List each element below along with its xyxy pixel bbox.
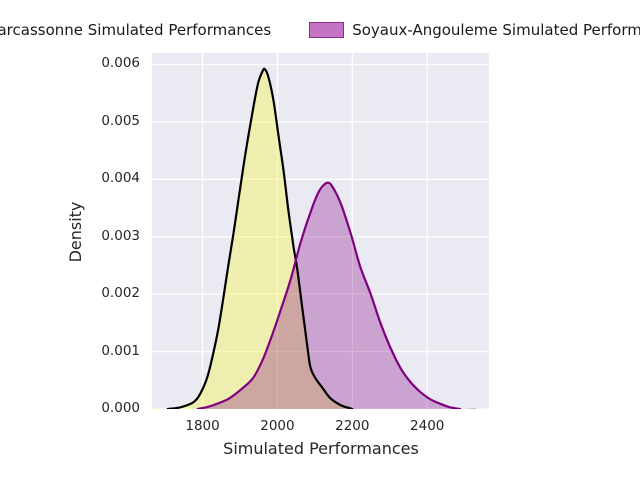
soyaux-angouleme-swatch-icon [309, 22, 345, 38]
gridlines [152, 53, 489, 410]
carcassonne-legend-label: Carcassonne Simulated Performances [0, 21, 272, 39]
legend-item-soyaux-angouleme: Soyaux-Angouleme Simulated Performances [309, 21, 640, 39]
carcassonne-density-fill [153, 68, 353, 409]
soyaux-angouleme-legend-label: Soyaux-Angouleme Simulated Performances [352, 21, 640, 39]
carcassonne-density-curve [166, 67, 354, 409]
plot-area [152, 53, 489, 409]
legend-item-carcassonne: Carcassonne Simulated Performances [0, 21, 271, 39]
soyaux-angouleme-density-fill [197, 182, 476, 409]
legend: Carcassonne Simulated Performances Soyau… [0, 21, 640, 39]
soyaux-angouleme-density-curve [196, 181, 462, 409]
